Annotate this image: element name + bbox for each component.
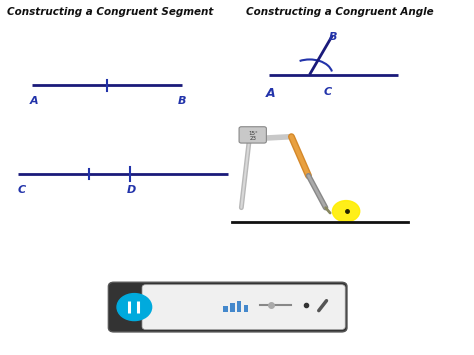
Bar [230, 303, 235, 312]
Text: A: A [29, 96, 38, 106]
Text: Constructing a Congruent Angle: Constructing a Congruent Angle [246, 7, 434, 17]
FancyBboxPatch shape [142, 285, 345, 329]
FancyBboxPatch shape [239, 127, 266, 143]
Text: C: C [18, 185, 26, 195]
Bar [223, 306, 228, 312]
Text: 00:03:58: 00:03:58 [157, 306, 209, 316]
Text: B: B [178, 96, 186, 106]
Text: D: D [127, 185, 136, 195]
Text: B: B [329, 32, 337, 42]
Text: 15°
23: 15° 23 [248, 131, 257, 141]
Circle shape [299, 300, 314, 311]
Bar [244, 305, 248, 312]
Text: A: A [265, 87, 275, 100]
Bar [237, 301, 241, 312]
Text: Recordrg..: Recordrg.. [157, 293, 196, 302]
Text: Constructing a Congruent Segment: Constructing a Congruent Segment [7, 7, 213, 17]
Circle shape [117, 294, 152, 321]
Text: C: C [323, 87, 331, 97]
FancyBboxPatch shape [109, 282, 347, 332]
Circle shape [332, 201, 360, 222]
